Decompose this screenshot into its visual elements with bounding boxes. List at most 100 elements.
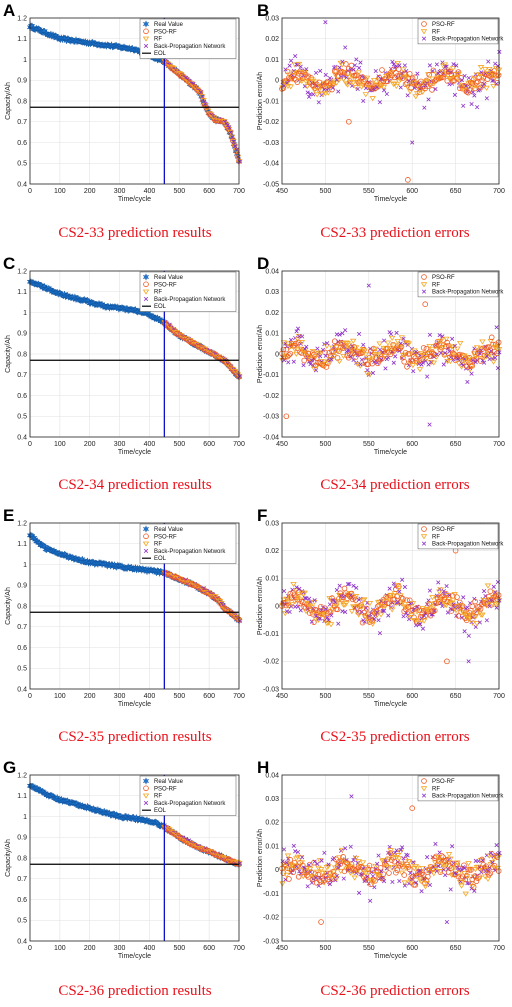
rf-point	[352, 855, 360, 861]
pso-rf-point	[418, 357, 424, 363]
bp-point	[391, 581, 396, 586]
x-tick-label: 200	[84, 945, 96, 952]
bp-point	[316, 883, 321, 888]
bp-point	[287, 63, 292, 68]
legend-box	[417, 523, 499, 550]
bp-point	[361, 98, 366, 104]
panel-letter: C	[3, 254, 15, 273]
legend-label: Back-Propagation Network	[154, 549, 226, 555]
bp-point	[397, 878, 402, 884]
rf-point	[284, 597, 292, 603]
bp-point	[295, 849, 301, 855]
bp-point	[351, 67, 356, 72]
rf-point	[473, 72, 481, 78]
bp-point	[437, 333, 442, 338]
bp-point	[300, 334, 305, 339]
bp-point	[490, 78, 495, 83]
rf-point	[490, 359, 497, 365]
bp-point	[341, 876, 346, 881]
bp-point	[440, 60, 445, 65]
legend-label: EOL	[154, 556, 167, 562]
bp-point	[465, 379, 470, 385]
x-axis-label: Time/cycle	[374, 953, 407, 960]
pso-rf-point	[215, 354, 221, 360]
legend-label: Real Value	[154, 22, 184, 28]
rf-point	[359, 860, 367, 866]
rf-point	[420, 282, 428, 288]
x-tick-label: 600	[203, 945, 215, 952]
x-tick-label: 450	[276, 441, 288, 448]
pso-rf-point	[491, 862, 498, 869]
rf-point	[402, 340, 410, 346]
rf-point	[450, 66, 457, 72]
bp-point	[233, 144, 238, 149]
rf-point	[450, 866, 457, 872]
bp-point	[466, 75, 471, 81]
rf-point	[463, 874, 471, 880]
bp-point	[400, 845, 405, 850]
bp-point	[327, 882, 332, 887]
bp-point	[444, 919, 450, 925]
x-axis-label: Time/cycle	[374, 701, 407, 708]
pso-rf-point	[476, 604, 483, 610]
rf-point	[380, 85, 388, 91]
rf-point	[318, 867, 325, 873]
pso-rf-point	[352, 354, 359, 360]
bp-point	[394, 848, 399, 853]
rf-point	[481, 67, 489, 73]
rf-point	[469, 620, 476, 626]
y-tick-label: -0.03	[263, 938, 279, 945]
x-tick-label: 500	[320, 945, 332, 952]
rf-point	[422, 884, 429, 890]
rf-point	[320, 613, 328, 619]
pso-rf-point	[390, 66, 396, 73]
pso-rf-point	[470, 613, 477, 619]
pso-rf-point	[470, 357, 477, 364]
y-tick-label: 0.5	[17, 918, 27, 925]
bp-point	[405, 93, 410, 98]
bp-point	[143, 800, 149, 805]
bp-point	[288, 58, 294, 63]
y-axis-label: Prediction error/Ah	[257, 72, 264, 130]
rf-point	[472, 614, 479, 620]
bp-point	[359, 872, 364, 877]
pso-rf-point	[473, 878, 480, 885]
pso-rf-point	[425, 873, 431, 880]
real-value-point	[142, 20, 150, 28]
pso-rf-point	[312, 362, 319, 369]
rf-point	[458, 364, 465, 370]
x-tick-label: 600	[406, 188, 418, 195]
rf-point	[472, 83, 479, 89]
pso-rf-point	[486, 871, 492, 878]
bp-point	[336, 621, 341, 626]
pso-rf-point	[412, 74, 419, 81]
rf-point	[318, 359, 325, 365]
rf-point	[330, 354, 338, 360]
bp-point	[337, 583, 342, 588]
rf-point	[436, 859, 443, 865]
bp-point	[481, 81, 487, 87]
pso-rf-point	[386, 870, 392, 876]
rf-point	[351, 76, 358, 82]
rf-point	[488, 859, 496, 866]
rf-point	[430, 871, 438, 877]
pso-rf-point	[419, 870, 426, 876]
bp-point	[373, 68, 378, 74]
y-tick-label: -0.04	[263, 161, 279, 168]
y-tick-label: -0.02	[263, 393, 279, 400]
y-tick-label: 0.02	[265, 36, 279, 43]
legend-box	[139, 18, 237, 59]
bp-point	[393, 354, 398, 359]
y-tick-label: 0.9	[17, 331, 27, 338]
x-tick-label: 600	[203, 188, 215, 195]
pso-rf-point	[405, 177, 411, 183]
pso-rf-point	[406, 71, 413, 77]
real-value-point	[142, 273, 150, 281]
pso-rf-point	[393, 70, 399, 76]
y-tick-label: 0	[275, 351, 279, 358]
pso-rf-point	[348, 344, 355, 351]
chart-panel-E: E 0 100 200 300 400 500 600 700 0.4 0.5 0.6 0.7 0.8 0.…	[3, 506, 245, 745]
y-tick-label: 0.6	[17, 393, 27, 400]
pso-rf-point	[318, 919, 324, 925]
bp-point	[441, 362, 446, 367]
